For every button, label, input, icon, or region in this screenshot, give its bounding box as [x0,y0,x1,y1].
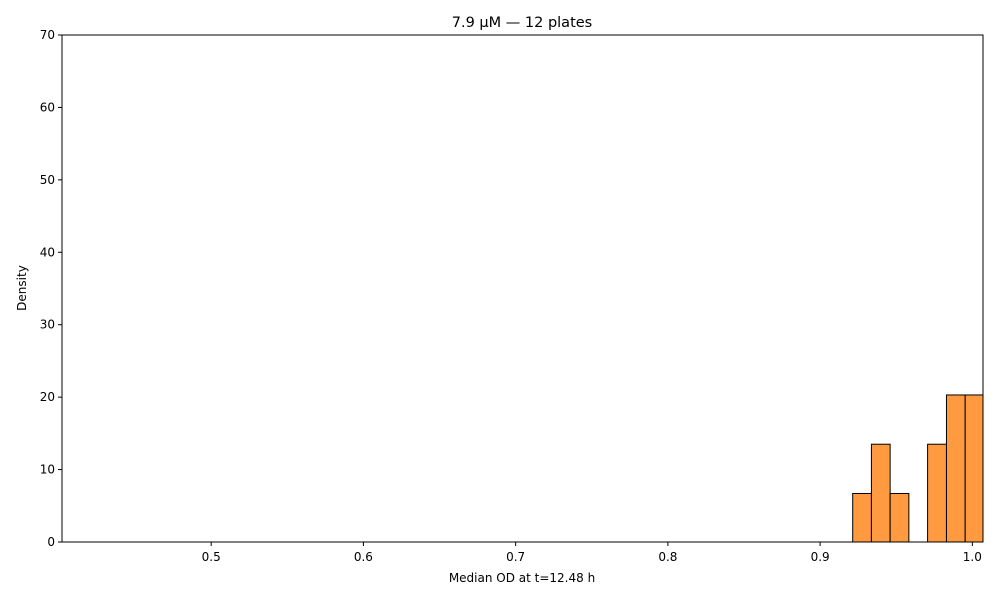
y-axis-ticks: 0 10 20 30 40 50 60 70 [40,28,62,549]
y-tick-label: 70 [40,28,55,42]
y-tick-label: 30 [40,318,55,332]
plot-frame [61,34,984,543]
y-tick-label: 20 [40,390,55,404]
x-tick-label: 0.8 [658,550,677,564]
x-axis-ticks: 0.5 0.6 0.7 0.8 0.9 1.0 [202,542,982,564]
y-axis-label: Density [15,265,29,311]
histogram-bar [964,394,984,543]
y-tick-label: 50 [40,173,55,187]
y-tick-label: 40 [40,245,55,259]
x-tick-label: 0.6 [354,550,373,564]
bars-group [852,394,984,543]
y-tick-label: 60 [40,100,55,114]
x-tick-label: 0.5 [202,550,221,564]
y-tick-label: 10 [40,463,55,477]
x-axis-label: Median OD at t=12.48 h [449,571,595,585]
x-tick-label: 1.0 [963,550,982,564]
histogram-bar [945,394,966,543]
x-tick-label: 0.9 [811,550,830,564]
chart-title: 7.9 µM — 12 plates [452,15,592,31]
histogram-bar [870,443,891,543]
histogram-bar [927,443,947,543]
histogram-bar [852,492,872,543]
y-tick-label: 0 [47,535,55,549]
histogram-bar [889,492,910,543]
x-tick-label: 0.7 [506,550,525,564]
